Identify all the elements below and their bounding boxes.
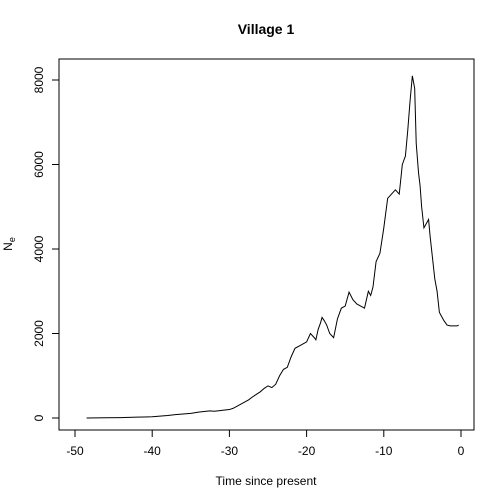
chart-title: Village 1 <box>238 21 295 37</box>
y-axis-label: Ne <box>1 237 17 251</box>
x-tick-label: -20 <box>298 444 316 458</box>
y-axis: 0 2000 4000 6000 8000 <box>32 66 60 421</box>
series-line <box>86 75 459 419</box>
plot-frame <box>58 58 475 431</box>
x-axis: -50 -40 -30 -20 -10 0 <box>66 429 465 458</box>
y-tick-label: 2000 <box>32 320 46 347</box>
y-tick-label: 6000 <box>32 151 46 178</box>
y-axis-label-main: N <box>1 242 15 251</box>
y-axis-label-subscript: e <box>7 237 17 242</box>
x-tick-label: -50 <box>66 444 84 458</box>
y-tick-label: 8000 <box>32 66 46 93</box>
x-tick-label: -30 <box>221 444 239 458</box>
x-tick-label: -10 <box>375 444 393 458</box>
x-tick-label: 0 <box>458 444 465 458</box>
x-axis-label: Time since present <box>216 474 318 488</box>
y-tick-label: 0 <box>32 414 46 421</box>
y-tick-label: 4000 <box>32 235 46 262</box>
x-tick-label: -40 <box>144 444 162 458</box>
